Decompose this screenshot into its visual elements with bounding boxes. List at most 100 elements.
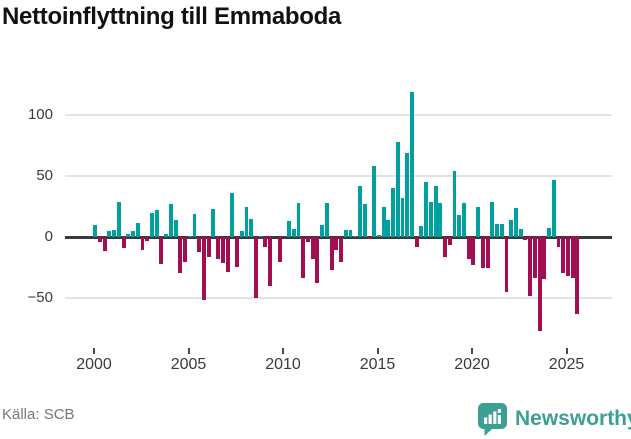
bar-2019-q1 <box>452 171 457 238</box>
bar-2025-q2 <box>570 237 575 278</box>
bar-2006-q2 <box>211 209 216 238</box>
bar-2022-q1 <box>509 220 514 238</box>
bar-2020-q2 <box>476 206 481 238</box>
bar-2016-q1 <box>395 141 400 238</box>
bar-2014-q1 <box>358 185 362 238</box>
bar-2011-q2 <box>306 237 310 243</box>
bar-2007-q2 <box>230 193 235 238</box>
bar-2000-q1 <box>93 225 98 238</box>
bar-2023-q3 <box>537 237 542 332</box>
bar-2021-q3 <box>499 223 504 238</box>
x-axis-tick-label: 2010 <box>265 356 301 373</box>
bar-2012-q1 <box>320 225 325 238</box>
bar-2004-q1 <box>168 204 173 238</box>
bar-2003-q4 <box>164 233 169 238</box>
bar-2008-q1 <box>244 206 249 238</box>
bar-2025-q1 <box>566 237 570 277</box>
bar-2016-q3 <box>405 152 410 238</box>
bar-2016-q2 <box>400 198 405 238</box>
x-axis-tick <box>282 348 284 354</box>
bar-2019-q2 <box>457 215 462 238</box>
bar-2006-q3 <box>216 237 221 260</box>
bar-2024-q4 <box>561 237 566 273</box>
bar-2019-q3 <box>462 203 466 238</box>
bar-2008-q3 <box>254 237 258 299</box>
bar-2013-q1 <box>339 237 343 262</box>
bar-2014-q4 <box>372 166 377 238</box>
bar-2018-q3 <box>443 237 447 257</box>
bar-2020-q4 <box>485 237 490 268</box>
gridline <box>65 297 612 300</box>
bar-2003-q2 <box>154 210 159 238</box>
bar-2012-q4 <box>334 237 339 250</box>
bar-2009-q2 <box>268 237 273 287</box>
bar-2024-q1 <box>547 227 551 238</box>
bar-2010-q3 <box>291 228 296 238</box>
y-axis-tick-label: −50 <box>27 289 53 307</box>
bar-2002-q2 <box>135 222 140 238</box>
x-axis-tick-label: 2005 <box>170 356 207 373</box>
bar-2004-q4 <box>183 237 187 262</box>
bar-2020-q3 <box>480 237 485 268</box>
bar-2003-q3 <box>159 237 164 265</box>
bar-2007-q1 <box>225 237 230 272</box>
bar-2014-q3 <box>367 237 372 239</box>
bar-2020-q1 <box>471 237 476 266</box>
bar-2002-q4 <box>145 237 150 241</box>
zero-axis-line <box>65 236 612 239</box>
bar-2001-q4 <box>126 233 131 238</box>
bar-2010-q2 <box>287 221 291 238</box>
x-axis-tick <box>93 348 95 354</box>
x-axis-tick <box>376 348 379 354</box>
gridline <box>65 175 612 178</box>
bar-2017-q4 <box>428 201 433 238</box>
brand-logo: Newsworthy <box>477 402 631 436</box>
bar-2009-q1 <box>263 237 268 248</box>
bar-2005-q3 <box>197 237 202 252</box>
bar-2018-q4 <box>447 237 452 245</box>
bar-2000-q3 <box>102 237 107 251</box>
bar-2017-q3 <box>424 182 429 238</box>
y-axis-tick-label: 100 <box>27 105 53 123</box>
bar-2008-q2 <box>249 218 254 238</box>
bar-2015-q3 <box>386 220 391 238</box>
bar-2003-q1 <box>150 212 154 238</box>
bar-2001-q1 <box>112 229 117 238</box>
bar-2011-q4 <box>315 237 320 283</box>
bar-2002-q1 <box>131 231 135 238</box>
bar-2024-q3 <box>556 237 561 248</box>
newsworthy-badge-icon <box>478 403 507 436</box>
bar-2023-q4 <box>542 237 547 279</box>
bar-2005-q1 <box>187 236 192 238</box>
bar-2015-q1 <box>376 234 381 238</box>
bar-2021-q4 <box>504 237 509 293</box>
bar-2021-q2 <box>495 223 499 238</box>
bar-2012-q3 <box>329 237 334 271</box>
bar-2014-q2 <box>362 204 367 238</box>
bar-2008-q4 <box>258 236 263 238</box>
bar-2001-q3 <box>121 237 126 249</box>
x-axis-tick <box>187 348 190 354</box>
bar-2004-q3 <box>178 237 183 273</box>
bar-2018-q1 <box>433 185 438 238</box>
bar-2007-q4 <box>239 231 244 238</box>
x-axis-tick-label: 2020 <box>454 356 490 373</box>
x-axis-tick <box>471 348 473 354</box>
bar-2022-q2 <box>514 207 518 238</box>
y-axis-tick-label: 50 <box>36 167 53 185</box>
bar-2011-q1 <box>301 237 306 278</box>
chart-title: Nettoinflyttning till Emmaboda <box>2 3 341 30</box>
bar-2016-q4 <box>410 91 414 238</box>
bar-2012-q2 <box>324 203 329 238</box>
bar-2010-q4 <box>296 203 301 238</box>
bar-2006-q1 <box>206 237 211 257</box>
bar-2013-q3 <box>348 229 353 238</box>
bar-2017-q2 <box>419 226 424 238</box>
x-axis-tick-label: 2025 <box>548 356 585 373</box>
bar-2024-q2 <box>551 179 556 238</box>
brand-name: Newsworthy <box>515 407 631 430</box>
y-axis-tick-label: 0 <box>44 228 53 246</box>
bar-2017-q1 <box>414 237 419 248</box>
